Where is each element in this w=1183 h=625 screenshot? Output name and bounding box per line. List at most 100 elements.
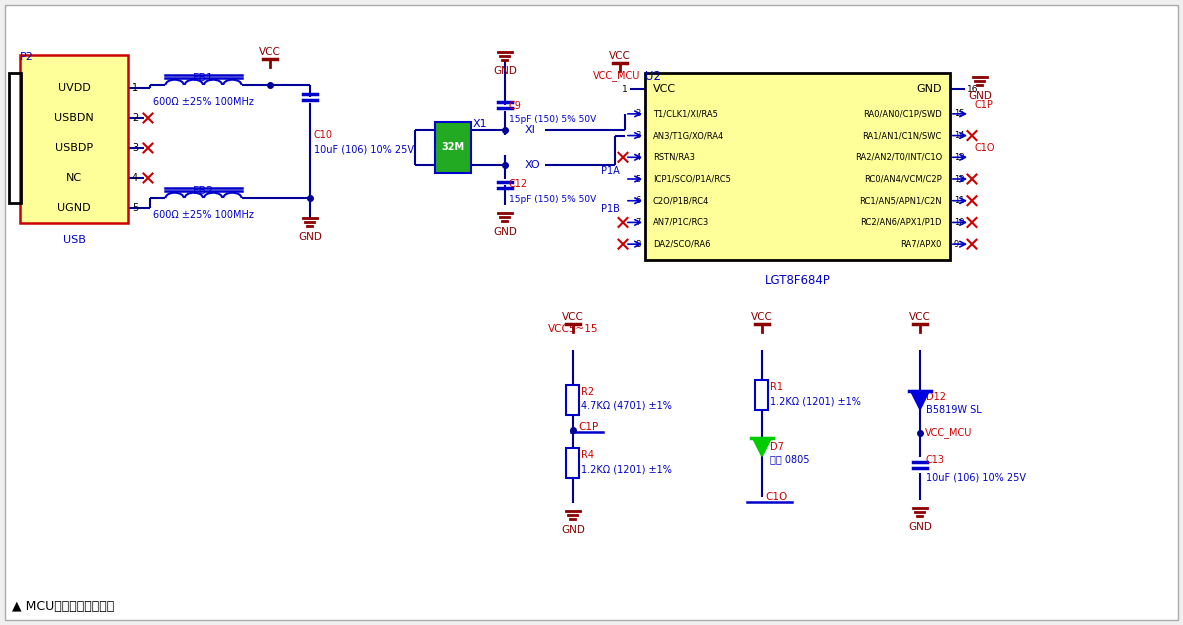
Text: 10: 10 [953,218,964,227]
Text: 翠绿 0805: 翠绿 0805 [770,454,809,464]
Text: XO: XO [525,160,541,170]
Text: USBDP: USBDP [54,143,93,153]
Text: 2: 2 [635,109,641,118]
Text: GND: GND [493,227,517,237]
Text: UVDD: UVDD [58,83,90,93]
Text: P2: P2 [20,52,34,62]
Text: C9: C9 [509,101,522,111]
Text: USB: USB [63,235,85,245]
Text: D7: D7 [770,442,784,452]
Text: 1: 1 [622,84,628,94]
Text: GND: GND [493,66,517,76]
Text: 16: 16 [967,84,978,94]
Text: R1: R1 [770,382,783,392]
Bar [567,448,580,478]
Text: LGT8F684P: LGT8F684P [764,274,830,287]
Text: DA2/SCO/RA6: DA2/SCO/RA6 [653,239,711,249]
Text: VCC: VCC [562,312,584,322]
Text: GND: GND [968,91,991,101]
Text: 1.2KΩ (1201) ±1%: 1.2KΩ (1201) ±1% [770,396,861,406]
Text: 15pF (150) 5% 50V: 15pF (150) 5% 50V [509,195,596,204]
Text: AN3/T1G/XO/RA4: AN3/T1G/XO/RA4 [653,131,724,140]
Text: 4: 4 [132,173,138,183]
Text: VCC: VCC [609,51,631,61]
Text: 15pF (150) 5% 50V: 15pF (150) 5% 50V [509,115,596,124]
Text: VCC_MCU: VCC_MCU [925,428,972,439]
Text: 600Ω ±25% 100MHz: 600Ω ±25% 100MHz [153,97,254,107]
Text: VCC: VCC [259,47,280,57]
Text: VCC_MCU: VCC_MCU [593,70,640,81]
Text: 15: 15 [953,109,964,118]
Bar [435,122,471,173]
Text: 6: 6 [635,196,641,205]
Text: 3: 3 [132,143,138,153]
Text: RA0/AN0/C1P/SWD: RA0/AN0/C1P/SWD [864,109,942,118]
Text: 3: 3 [635,131,641,140]
Text: 1.2KΩ (1201) ±1%: 1.2KΩ (1201) ±1% [581,464,672,474]
Text: 1: 1 [132,83,138,93]
Text: 5: 5 [635,174,641,184]
Text: RC0/AN4/VCM/C2P: RC0/AN4/VCM/C2P [865,174,942,184]
Bar [756,380,769,410]
Bar [567,385,580,415]
Text: ICP1/SCO/P1A/RC5: ICP1/SCO/P1A/RC5 [653,174,731,184]
Text: NC: NC [66,173,82,183]
Text: 2: 2 [132,113,138,123]
Text: VCC: VCC [653,84,677,94]
Polygon shape [754,438,771,456]
Text: 12: 12 [953,174,964,184]
Text: RA7/APX0: RA7/APX0 [900,239,942,249]
Text: P1A: P1A [601,166,620,176]
Text: AN7/P1C/RC3: AN7/P1C/RC3 [653,218,710,227]
Text: 10uF (106) 10% 25V: 10uF (106) 10% 25V [313,145,414,155]
Text: 10uF (106) 10% 25V: 10uF (106) 10% 25V [926,472,1026,482]
Text: VCC: VCC [751,312,772,322]
Text: R4: R4 [581,450,594,460]
Text: 9: 9 [953,239,959,249]
Text: C2O/P1B/RC4: C2O/P1B/RC4 [653,196,710,205]
Text: RA1/AN1/C1N/SWC: RA1/AN1/C1N/SWC [862,131,942,140]
Text: XI: XI [525,125,536,135]
Text: 600Ω ±25% 100MHz: 600Ω ±25% 100MHz [153,210,254,220]
Text: ▲ MCU及其工作电源电路: ▲ MCU及其工作电源电路 [12,600,115,613]
Bar [20,55,128,223]
Text: VCC: VCC [909,312,931,322]
Text: C1P: C1P [975,100,994,110]
Text: P1B: P1B [601,204,620,214]
Text: C13: C13 [926,455,945,465]
Text: GND: GND [298,232,322,242]
Text: D12: D12 [926,392,946,402]
Text: GND: GND [917,84,942,94]
Text: RSTN/RA3: RSTN/RA3 [653,152,694,162]
Text: 13: 13 [953,152,964,162]
Text: B5819W SL: B5819W SL [926,405,982,415]
Text: GND: GND [909,522,932,532]
Text: RC1/AN5/APN1/C2N: RC1/AN5/APN1/C2N [859,196,942,205]
Text: FB2: FB2 [193,186,214,196]
Text: RA2/AN2/T0/INT/C1O: RA2/AN2/T0/INT/C1O [855,152,942,162]
Text: USBDN: USBDN [54,113,93,123]
Text: C10: C10 [313,130,332,140]
Text: 14: 14 [953,131,964,140]
Polygon shape [911,391,929,409]
Text: R2: R2 [581,387,594,397]
Bar [9,73,21,203]
Text: GND: GND [561,525,584,535]
Text: T1/CLK1/XI/RA5: T1/CLK1/XI/RA5 [653,109,718,118]
Text: 5: 5 [132,203,138,213]
Text: 32M: 32M [441,142,465,152]
Bar [645,73,950,260]
Text: 7: 7 [635,218,641,227]
Text: C1P: C1P [578,422,599,432]
Text: FB1: FB1 [193,73,214,83]
Text: 8: 8 [635,239,641,249]
Text: C1O: C1O [975,143,996,153]
Text: C12: C12 [509,179,528,189]
Text: 4.7KΩ (4701) ±1%: 4.7KΩ (4701) ±1% [581,401,672,411]
Text: 4: 4 [635,152,641,162]
Text: UGND: UGND [57,203,91,213]
Text: VCC5~15: VCC5~15 [548,324,599,334]
Text: 11: 11 [953,196,964,205]
Text: U2: U2 [645,70,661,83]
Text: C1O: C1O [765,492,787,502]
